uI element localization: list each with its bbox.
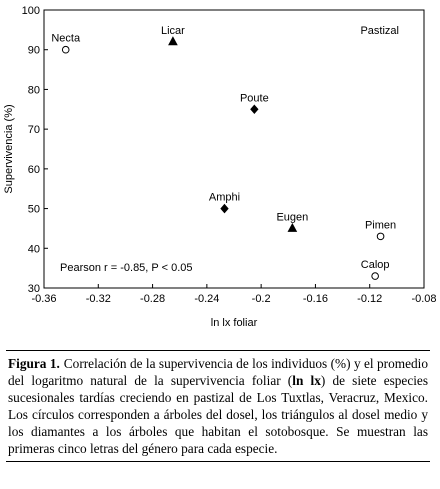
- x-tick-label: -0.32: [86, 293, 111, 305]
- x-tick-label: -0.12: [357, 293, 382, 305]
- caption-text: ) de siete especies sucesionales tardías…: [8, 373, 429, 456]
- x-tick-label: -0.36: [31, 293, 56, 305]
- point-label: Pimen: [365, 219, 396, 231]
- point-label: Poute: [240, 92, 269, 104]
- point: [250, 104, 259, 115]
- x-tick-label: -0.24: [194, 293, 219, 305]
- x-tick-label: -0.16: [303, 293, 328, 305]
- point-label: Necta: [51, 33, 81, 45]
- y-tick-label: 30: [28, 283, 40, 295]
- y-tick-label: 50: [28, 204, 40, 216]
- y-tick-label: 80: [28, 84, 40, 96]
- point-label: Eugen: [276, 211, 308, 223]
- plot-frame: [43, 9, 425, 289]
- y-tick-label: 60: [28, 164, 40, 176]
- x-tick-label: -0.08: [411, 293, 436, 305]
- point: [376, 232, 385, 241]
- x-tick-label: -0.2: [252, 293, 271, 305]
- point: [371, 272, 379, 280]
- point: [287, 222, 298, 232]
- annotation: Pastizal: [360, 25, 399, 37]
- caption-text: ln lx: [292, 373, 321, 388]
- y-axis-label: Supervivencia (%): [3, 104, 15, 193]
- y-tick-label: 40: [28, 243, 40, 255]
- point-label: Licar: [161, 25, 185, 37]
- y-tick-label: 100: [22, 5, 40, 17]
- caption-text: Correlación de la supervivencia de los i…: [8, 356, 428, 388]
- y-tick-label: 70: [28, 124, 40, 136]
- point: [61, 45, 70, 54]
- x-axis-label: ln lx foliar: [211, 317, 258, 329]
- point-label: Calop: [361, 259, 390, 271]
- point-label: Amphi: [209, 192, 240, 204]
- x-tick-label: -0.28: [140, 293, 165, 305]
- chart: ln lx foliar Supervivencia (%) Pastizal …: [3, 5, 437, 329]
- annotation: Pearson r = -0.85, P < 0.05: [60, 262, 193, 274]
- caption-label: Figura 1.: [8, 356, 60, 371]
- point: [168, 36, 178, 46]
- y-tick-label: 90: [28, 45, 40, 57]
- point: [220, 203, 229, 214]
- figure-caption: Figura 1. Correlación de la supervivencia…: [6, 350, 430, 462]
